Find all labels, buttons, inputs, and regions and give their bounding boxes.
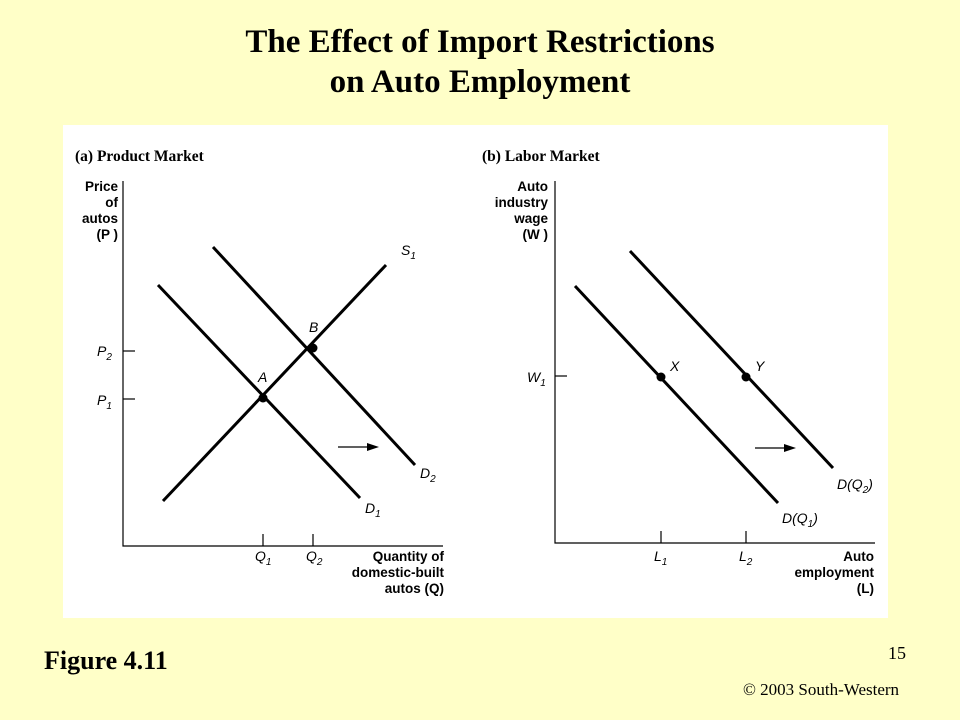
panel-a-y-label-line: Price: [85, 179, 119, 194]
title-line-1: The Effect of Import Restrictions: [245, 24, 715, 60]
panel-a-title: (a) Product Market: [75, 148, 205, 165]
point-x: [656, 372, 666, 382]
tick-label-l1: L1: [654, 548, 667, 568]
panel-a-axes: [122, 181, 443, 547]
panel-b-x-label-line: Auto: [843, 549, 874, 564]
panel-a-y-label-line: (P ): [96, 227, 118, 242]
tick-label-l2: L2: [739, 548, 753, 568]
panel-a-y-label-line: autos: [82, 211, 118, 226]
tick-label-p1: P1: [97, 392, 112, 412]
panel-b-y-label-line: industry: [495, 195, 549, 210]
panel-b-title: (b) Labor Market: [482, 148, 601, 165]
figure-label: Figure 4.11: [44, 646, 168, 675]
equilibrium-point-b: [308, 343, 318, 353]
panel-b-y-label-line: (W ): [523, 227, 548, 242]
diagram-svg: (a) Product Market Price of autos (P ) Q…: [75, 148, 875, 596]
tick-label-q2: Q2: [306, 548, 323, 568]
curve-dq1: [573, 284, 780, 505]
slide-title: The Effect of Import Restrictions on Aut…: [0, 22, 960, 102]
point-label-b: B: [309, 319, 318, 335]
curve-dq2: [628, 249, 835, 470]
tick-label-p2: P2: [97, 343, 112, 363]
tick-label-w1: W1: [527, 369, 546, 389]
copyright-notice: © 2003 South-Western: [743, 680, 900, 699]
panel-a-y-label-line: of: [105, 195, 118, 210]
panel-b-axes: [554, 181, 875, 544]
curve-label-s1: S1: [401, 242, 416, 262]
panel-a-x-label-line: autos (Q): [385, 581, 444, 596]
panel-a-x-label-line: domestic-built: [352, 565, 445, 580]
panel-b-y-label-line: wage: [513, 211, 548, 226]
panel-b-x-label-line: employment: [794, 565, 874, 580]
equilibrium-point-a: [258, 393, 268, 403]
arrow-right-icon: [367, 443, 379, 451]
point-y: [741, 372, 751, 382]
curve-d1: [156, 283, 362, 500]
arrow-right-icon: [784, 444, 796, 452]
panel-b-y-label-line: Auto: [517, 179, 548, 194]
tick-label-q1: Q1: [255, 548, 271, 568]
panel-a-x-label-line: Quantity of: [373, 549, 445, 564]
title-line-2: on Auto Employment: [329, 64, 631, 100]
point-label-a: A: [257, 369, 267, 385]
curve-label-d1: D1: [365, 500, 381, 520]
curve-label-dq2: D(Q2): [837, 476, 873, 496]
point-label-x: X: [669, 358, 680, 374]
point-label-y: Y: [755, 358, 766, 374]
page-number: 15: [888, 643, 906, 663]
curve-d2: [211, 245, 417, 467]
figure-panel: (a) Product Market Price of autos (P ) Q…: [63, 125, 888, 618]
curve-label-d2: D2: [420, 465, 436, 485]
curve-label-dq1: D(Q1): [782, 510, 818, 530]
curve-s1: [161, 263, 388, 503]
panel-b-x-label-line: (L): [857, 581, 874, 596]
